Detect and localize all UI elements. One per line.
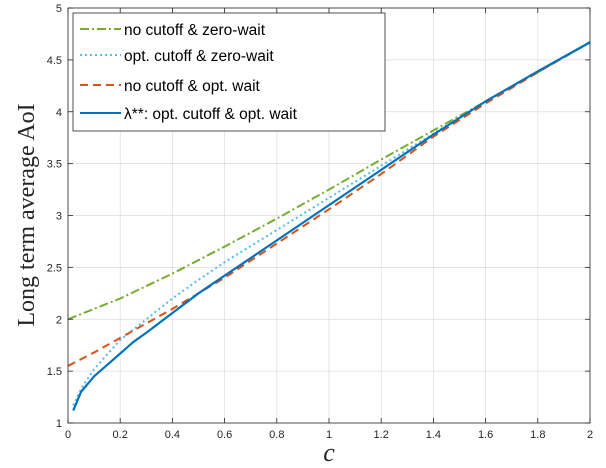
- x-tick-label: 0.8: [269, 429, 284, 441]
- x-tick-label: 0: [65, 429, 71, 441]
- y-tick-label: 3.5: [47, 159, 62, 171]
- x-tick-label: 0.6: [217, 429, 232, 441]
- legend-label-opt-cutoff-zero-wait: opt. cutoff & zero-wait: [124, 48, 274, 65]
- y-tick-label: 3: [56, 211, 62, 223]
- legend-box: [72, 12, 386, 132]
- y-tick-label: 1.5: [47, 366, 62, 378]
- x-tick-label: 1: [326, 429, 332, 441]
- y-axis-title: Long term average AoI: [14, 103, 40, 326]
- x-tick-label: 1.8: [530, 429, 545, 441]
- axis-ticks: 0 0.2 0.4 0.6 0.8 1 1.2 1.4 1.6 1.8 2 1 1.5 2 2.5 3 3.5 4…: [47, 3, 593, 441]
- x-tick-label: 1.6: [478, 429, 493, 441]
- y-tick-label: 2.5: [47, 262, 62, 274]
- legend: no cutoff & zero-wait opt. cutoff & zero…: [72, 12, 386, 132]
- y-tick-label: 1: [56, 418, 62, 430]
- x-tick-label: 1.4: [426, 429, 441, 441]
- x-tick-label: 0.4: [165, 429, 180, 441]
- series-opt-cutoff-zero-wait: [72, 41, 591, 406]
- series-opt-cutoff-opt-wait: [72, 41, 591, 411]
- legend-label-opt-cutoff-opt-wait: λ**: opt. cutoff & opt. wait: [124, 106, 298, 123]
- x-axis-title: c: [323, 438, 335, 467]
- series-no-cutoff-opt-wait: [67, 41, 591, 367]
- x-tick-label: 0.2: [113, 429, 128, 441]
- series-lines: [67, 41, 591, 411]
- y-tick-label: 2: [56, 314, 62, 326]
- y-tick-label: 5: [56, 3, 62, 15]
- series-no-cutoff-zero-wait: [67, 41, 591, 321]
- legend-label-no-cutoff-zero-wait: no cutoff & zero-wait: [124, 22, 266, 39]
- y-tick-label: 4.5: [47, 55, 62, 67]
- legend-label-no-cutoff-opt-wait: no cutoff & opt. wait: [124, 78, 261, 95]
- y-tick-label: 4: [56, 107, 62, 119]
- x-tick-label: 2: [587, 429, 593, 441]
- x-tick-label: 1.2: [374, 429, 389, 441]
